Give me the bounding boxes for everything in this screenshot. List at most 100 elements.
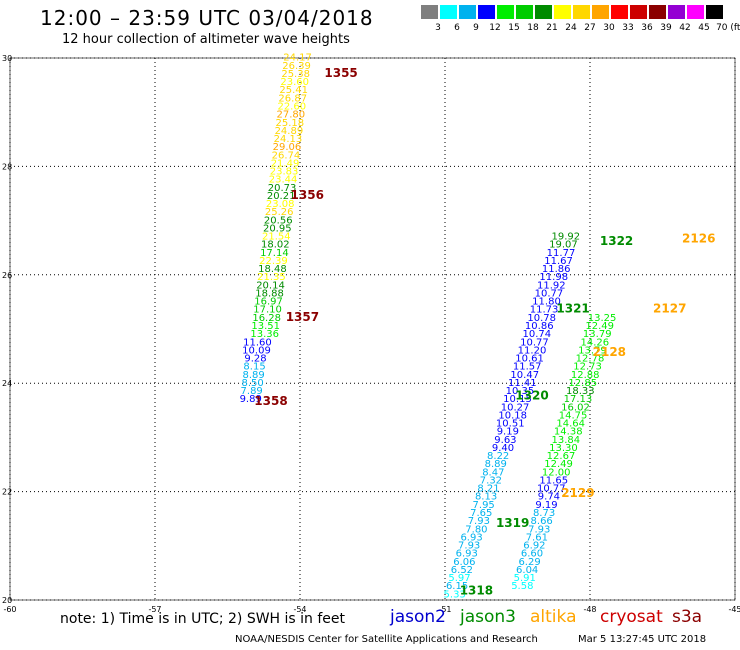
track-time-label: 1355 [324,66,357,80]
wave-height-value: 14.75 [559,410,588,421]
y-tick-label: 24 [2,379,12,388]
wave-height-value: 23.83 [270,167,299,178]
wave-height-value: 12.85 [568,378,597,389]
wave-height-value: 18.33 [566,386,595,397]
wave-height-value: 25.38 [281,69,310,80]
wave-height-value: 12.49 [585,321,614,332]
scale-label: 33 [622,23,634,33]
scale-swatch [573,5,590,19]
wave-height-value: 6.04 [516,565,538,576]
wave-height-value: 10.47 [510,370,539,381]
wave-height-value: 9.28 [244,354,266,365]
track-time-label: 1319 [496,516,529,530]
y-tick-label: 20 [2,596,12,605]
wave-height-value: 26.87 [278,93,307,104]
wave-height-value: 10.86 [525,321,554,332]
wave-height-value: 5.91 [514,573,536,584]
scale-label: 12 [489,23,501,33]
wave-height-value: 10.61 [515,354,544,365]
wave-height-value: 7.93 [528,524,550,535]
y-tick-label: 22 [2,488,12,497]
wave-height-value: 14.38 [554,427,583,438]
wave-height-value: 10.74 [523,329,552,340]
wave-height-value: 18.48 [258,264,287,275]
wave-height-value: 11.92 [537,280,566,291]
credit-text: NOAA/NESDIS Center for Satellite Applica… [235,634,538,645]
wave-height-value: 9.19 [497,427,519,438]
scale-swatch [630,5,647,19]
wave-height-value: 8.13 [475,492,497,503]
wave-height-value: 9.63 [494,435,516,446]
wave-height-value: 10.18 [498,410,527,421]
wave-height-value: 8.21 [477,484,499,495]
y-tick-label: 28 [2,162,12,171]
wave-height-value: 11.20 [518,345,547,356]
wave-height-value: 29.06 [273,142,302,153]
wave-height-value: 7.93 [458,541,480,552]
wave-height-value: 7.65 [470,508,492,519]
track-time-label: 2126 [682,231,715,245]
wave-height-value: 6.52 [451,565,473,576]
wave-height-value: 12.73 [573,362,602,373]
wave-height-value: 6.93 [460,532,482,543]
track-time-label: 1357 [286,310,319,324]
wave-height-value: 20.14 [256,280,285,291]
scale-swatch [687,5,704,19]
y-tick-label: 26 [2,271,12,280]
wave-height-value: 13.79 [578,345,607,356]
wave-height-value: 13.36 [250,329,279,340]
scale-label: 36 [641,23,653,33]
wave-height-value: 17.13 [564,394,593,405]
track-time-label: 1320 [515,388,548,402]
scale-label: 39 [660,23,672,33]
track-time-label: 1321 [556,302,589,316]
wave-height-value: 12.49 [544,459,573,470]
wave-height-value: 8.22 [487,451,509,462]
scale-label: 42 [679,23,691,33]
scale-swatch [459,5,476,19]
wave-height-value: 12.88 [571,370,600,381]
track-time-label: 2127 [653,302,686,316]
x-tick-label: -48 [583,605,596,614]
wave-height-value: 23.44 [269,175,298,186]
page-subtitle: 12 hour collection of altimeter wave hei… [62,32,350,47]
scale-swatch [668,5,685,19]
satellite-jason2: jason2 [390,607,446,627]
wave-height-value: 6.06 [453,557,475,568]
wave-height-value: 10.77 [537,484,566,495]
track-time-label: 2129 [561,486,594,500]
timestamp-text: Mar 5 13:27:45 UTC 2018 [578,634,707,645]
scale-label: 27 [584,23,596,33]
wave-height-value: 20.95 [263,223,292,234]
wave-height-value: 11.65 [539,475,568,486]
wave-height-value: 7.61 [526,532,548,543]
scale-swatch [706,5,723,19]
wave-height-value: 27.80 [276,110,305,121]
wave-height-value: 16.97 [254,297,283,308]
scale-label: 30 [603,23,615,33]
wave-height-value: 20.56 [264,215,293,226]
x-tick-label: -51 [438,605,451,614]
wave-height-value: 12.00 [542,467,571,478]
wave-height-value: 16.28 [252,313,281,324]
x-tick-label: -57 [148,605,161,614]
wave-height-value: 22.39 [259,256,288,267]
wave-height-value: 8.50 [242,378,264,389]
wave-height-value: 13.84 [552,435,581,446]
wave-height-value: 17.14 [260,248,289,259]
wave-height-value: 11.73 [530,305,559,316]
scale-label: 70 (ft) [716,23,740,33]
wave-height-value: 6.92 [523,541,545,552]
wave-height-value: 13.51 [251,321,280,332]
wave-height-value: 24.17 [283,53,312,64]
wave-height-value: 5.97 [448,573,470,584]
wave-height-value: 6.15 [446,581,468,592]
wave-height-value: 10.77 [535,288,564,299]
wave-height-value: 9.19 [535,500,557,511]
scale-label: 24 [565,23,577,33]
wave-height-value: 12.67 [547,451,576,462]
wave-height-value: 11.80 [532,297,561,308]
wave-height-value: 8.66 [531,516,553,527]
wave-height-value: 26.74 [272,150,301,161]
